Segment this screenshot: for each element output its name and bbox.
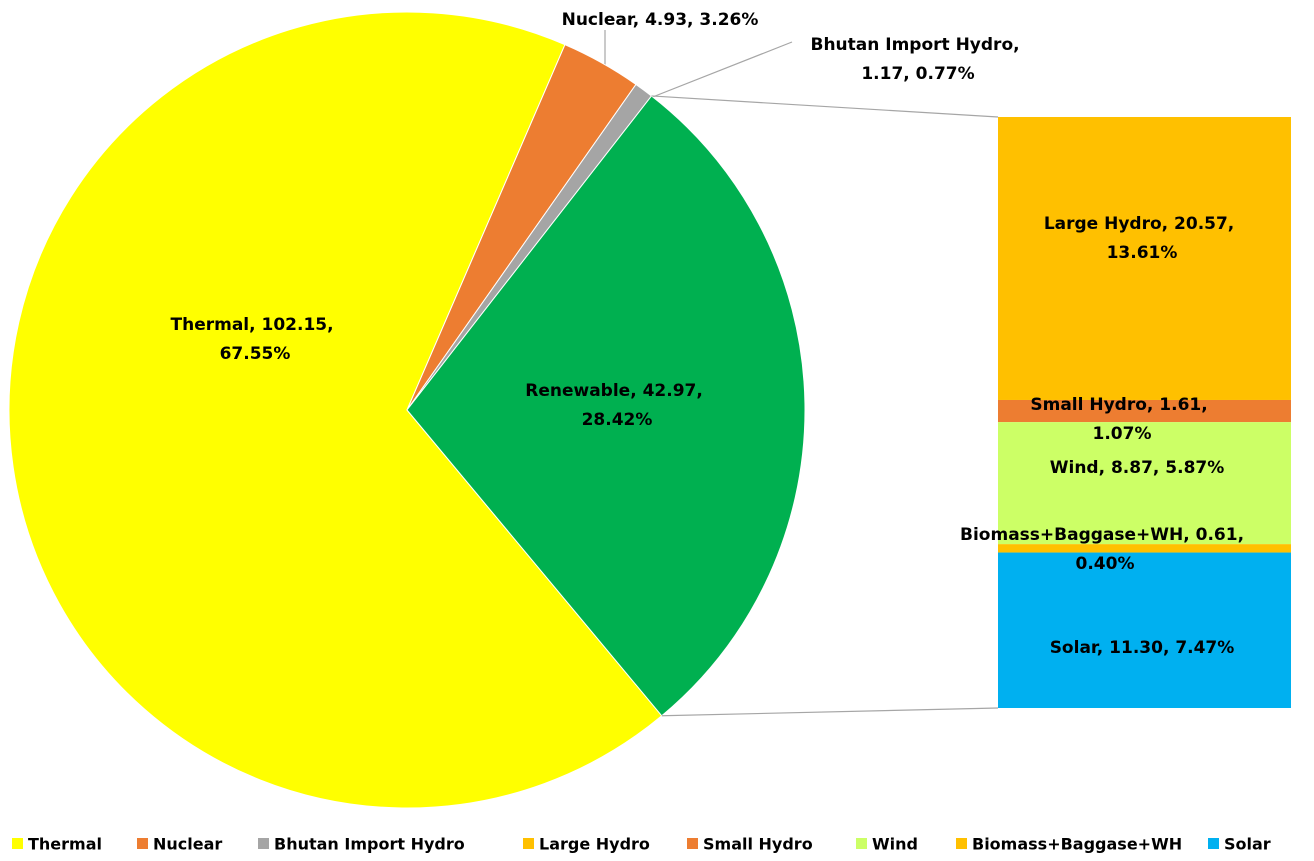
legend-swatch xyxy=(956,838,967,849)
pie-slice xyxy=(8,11,663,809)
data-label: Renewable, 42.97, 28.42% xyxy=(525,381,708,430)
bar-segment xyxy=(998,552,1291,708)
legend-swatch xyxy=(137,838,148,849)
legend-label: Bhutan Import Hydro xyxy=(274,835,465,854)
legend-swatch xyxy=(856,838,867,849)
pie-slice xyxy=(406,95,806,717)
data-label: Nuclear, 4.93, 3.26% xyxy=(562,10,759,30)
bar-segment xyxy=(998,422,1291,545)
data-label: Biomass+Baggase+WH, 0.61, 0.40% xyxy=(960,525,1250,574)
data-label: Thermal, 102.15, 67.55% xyxy=(171,315,340,364)
data-label: Small Hydro, 1.61, 1.07% xyxy=(1030,395,1213,444)
legend-label: Wind xyxy=(872,835,918,854)
bar-segment xyxy=(998,544,1291,553)
leader-line xyxy=(644,41,793,101)
connector-line xyxy=(661,707,999,717)
legend-label: Nuclear xyxy=(153,835,222,854)
legend-swatch xyxy=(1208,838,1219,849)
legend-swatch xyxy=(12,838,23,849)
data-label: Large Hydro, 20.57, 13.61% xyxy=(1044,214,1240,263)
legend-label: Large Hydro xyxy=(539,835,650,854)
legend-label: Small Hydro xyxy=(703,835,813,854)
data-label: Wind, 8.87, 5.87% xyxy=(1050,458,1225,478)
legend-swatch xyxy=(523,838,534,849)
data-label: Solar, 11.30, 7.47% xyxy=(1050,638,1235,658)
legend-label: Biomass+Baggase+WH xyxy=(972,835,1182,854)
legend-swatch xyxy=(687,838,698,849)
legend-swatch xyxy=(258,838,269,849)
legend-label: Thermal xyxy=(28,835,102,854)
data-label: Bhutan Import Hydro, 1.17, 0.77% xyxy=(810,35,1025,84)
legend-label: Solar xyxy=(1224,835,1271,854)
bar-segment xyxy=(998,117,1291,400)
bar-segment xyxy=(998,399,1291,423)
connector-line xyxy=(651,95,999,118)
